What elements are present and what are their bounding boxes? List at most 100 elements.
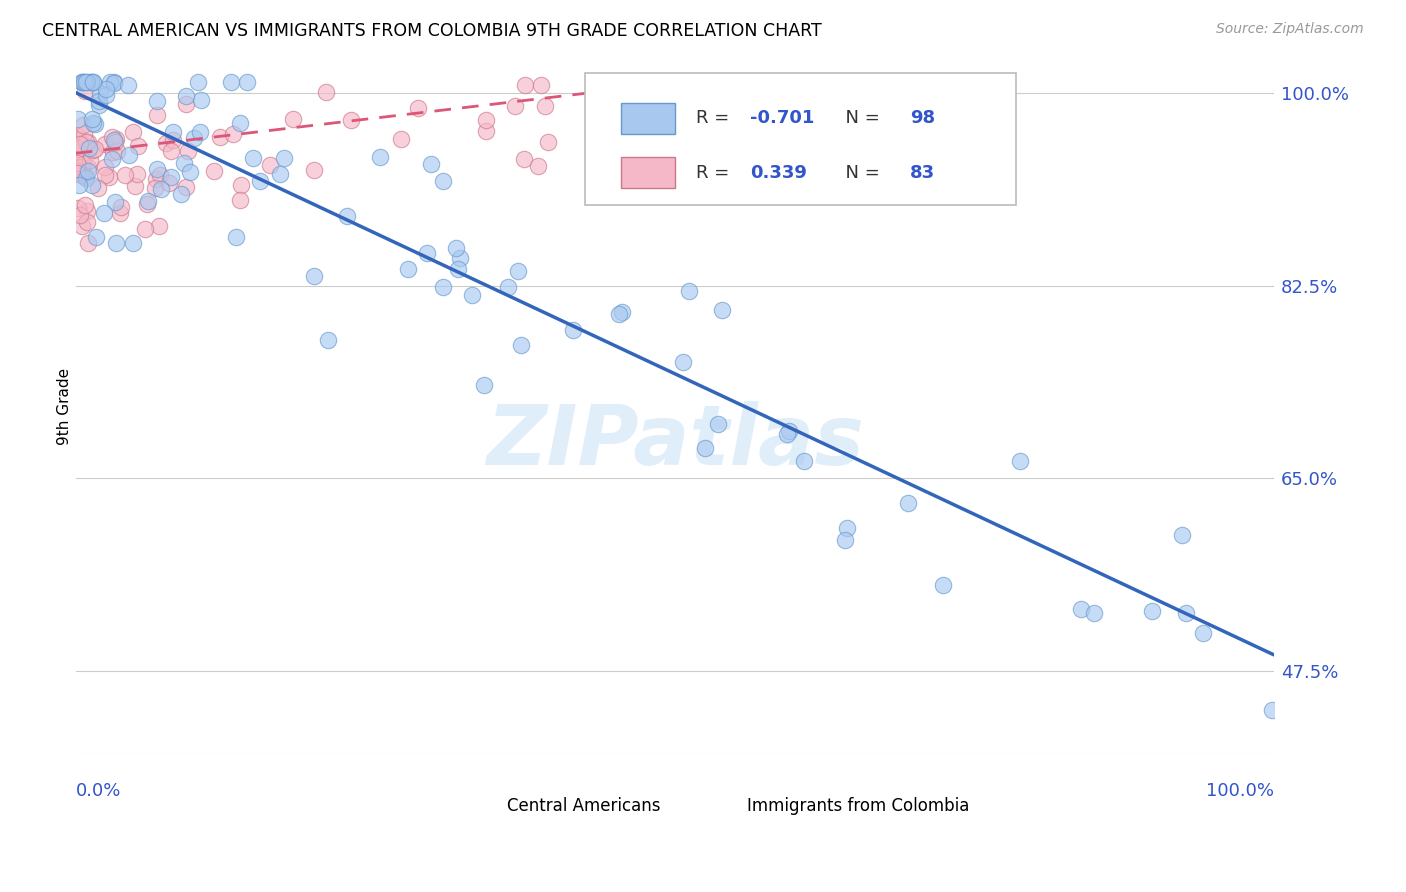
Point (513, 152, 536, 166)
Point (82, 143, 104, 157)
Point (242, 151, 264, 165)
Point (513, 78, 536, 93)
Point (93, 205, 115, 219)
Text: 0.0%: 0.0% (76, 781, 121, 800)
Text: R =: R = (696, 109, 735, 128)
Point (446, 262, 468, 277)
Point (1174, 607, 1197, 621)
Point (82, 75, 104, 89)
Point (472, 378, 495, 392)
Point (778, 425, 800, 439)
Point (80, 75, 103, 89)
Point (562, 323, 585, 337)
Point (432, 280, 454, 294)
Point (75, 84, 97, 98)
Text: N =: N = (834, 109, 886, 128)
Text: ZIPatlas: ZIPatlas (486, 401, 863, 482)
Text: 0.339: 0.339 (751, 163, 807, 181)
Point (77, 163, 100, 178)
Point (72, 219, 94, 234)
Point (202, 163, 225, 178)
Point (76, 214, 98, 228)
Point (118, 148, 141, 162)
Point (66, 112, 89, 126)
Point (229, 116, 252, 130)
Point (897, 496, 920, 510)
Point (449, 251, 471, 265)
Text: R =: R = (696, 163, 735, 181)
Text: 100.0%: 100.0% (1206, 781, 1274, 800)
Point (444, 241, 467, 255)
Point (229, 193, 252, 207)
Point (72, 75, 94, 89)
Point (835, 521, 858, 535)
Point (83, 142, 105, 156)
Point (236, 75, 259, 89)
Point (104, 135, 127, 149)
Point (79, 153, 101, 168)
Point (173, 156, 195, 170)
Point (77, 235, 100, 250)
Point (160, 169, 183, 184)
Point (174, 97, 197, 112)
Point (66, 155, 89, 169)
Point (530, 78, 553, 92)
Point (110, 206, 132, 220)
Point (70, 75, 93, 89)
Point (82, 116, 104, 130)
Point (222, 127, 245, 141)
Point (87, 95, 110, 109)
Point (610, 305, 633, 319)
Point (93, 136, 115, 151)
Point (84, 229, 107, 244)
Point (76, 135, 98, 149)
Point (179, 165, 201, 179)
Text: Central Americans: Central Americans (508, 797, 661, 815)
Point (678, 284, 700, 298)
Point (87, 98, 110, 112)
Point (534, 98, 557, 112)
Point (84, 117, 107, 131)
Point (145, 161, 167, 176)
Point (73, 128, 96, 142)
Point (127, 138, 149, 153)
Point (389, 131, 412, 145)
Point (82, 112, 104, 126)
Point (932, 578, 955, 592)
Point (69, 208, 91, 222)
Point (315, 86, 337, 100)
Bar (699, 797, 737, 816)
Point (80, 75, 103, 89)
Point (67, 165, 90, 179)
Point (1191, 626, 1213, 640)
Point (693, 442, 716, 456)
Point (117, 78, 139, 93)
Point (281, 112, 304, 126)
Point (67, 178, 90, 192)
Point (149, 168, 172, 182)
FancyBboxPatch shape (585, 73, 1017, 205)
Point (1070, 601, 1092, 615)
Text: -0.701: -0.701 (751, 109, 814, 128)
Y-axis label: 9th Grade: 9th Grade (58, 368, 72, 445)
Point (101, 130, 124, 145)
Point (121, 236, 143, 251)
Point (219, 75, 242, 89)
Point (834, 533, 856, 548)
Point (134, 221, 156, 235)
Point (76, 75, 98, 89)
Point (302, 162, 325, 177)
Point (66, 164, 89, 178)
Point (162, 133, 184, 147)
Point (176, 89, 198, 103)
Point (1170, 528, 1192, 542)
Point (408, 101, 430, 115)
Point (124, 178, 146, 193)
Bar (621, 103, 675, 134)
Point (509, 337, 531, 351)
Point (94, 88, 117, 103)
Point (496, 279, 519, 293)
Point (273, 151, 295, 165)
Point (162, 125, 184, 139)
Point (75, 170, 97, 185)
